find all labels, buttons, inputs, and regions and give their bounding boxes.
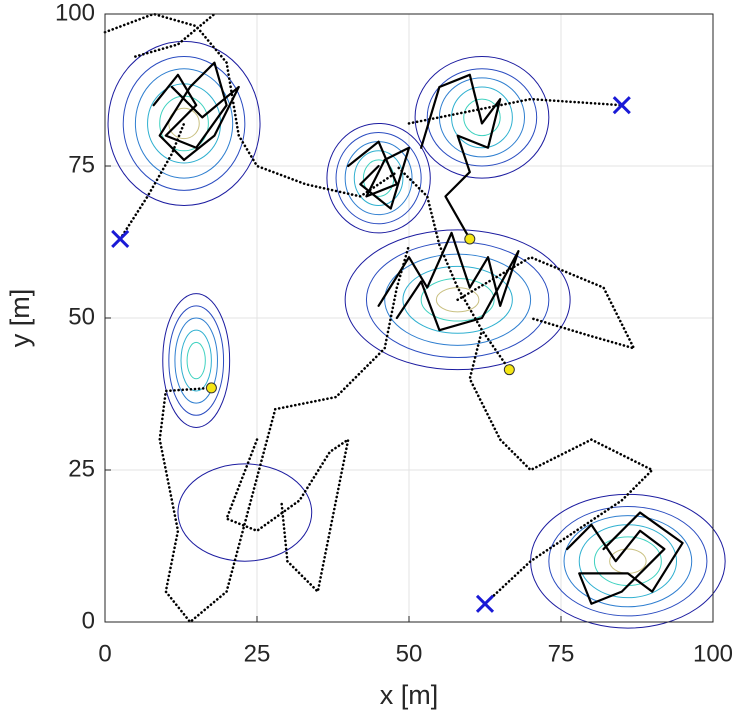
trajectory: [407, 97, 624, 125]
contour: [180, 329, 212, 392]
contour: [168, 305, 225, 416]
y-tick-label: 75: [68, 151, 95, 178]
circle-marker: [503, 364, 515, 376]
y-tick-label: 0: [82, 607, 95, 634]
trajectory: [134, 12, 216, 58]
x-tick-label: 75: [548, 640, 575, 667]
y-axis-label: y [m]: [5, 289, 35, 348]
contour: [177, 463, 313, 562]
x-tick-label: 25: [244, 640, 271, 667]
contour: [414, 56, 550, 179]
x-marker: [475, 594, 495, 613]
trajectory: [565, 511, 684, 605]
contour: [402, 265, 513, 334]
contour: [162, 293, 231, 428]
x-marker: [111, 229, 130, 249]
contour: [134, 68, 234, 179]
trajectory: [468, 328, 654, 606]
contour: [344, 229, 571, 371]
contour: [335, 132, 422, 225]
y-tick-label: 100: [55, 0, 95, 26]
trajectory: [152, 61, 240, 162]
x-tick-label: 50: [396, 640, 423, 667]
trajectory: [395, 164, 511, 371]
circle-marker: [464, 233, 476, 245]
contour: [186, 341, 206, 380]
contour: [122, 56, 246, 191]
contour: [435, 287, 480, 313]
contour: [451, 86, 513, 149]
contour: [353, 150, 404, 207]
contour: [548, 505, 708, 617]
trajectory: [347, 140, 411, 210]
trajectory: [377, 231, 520, 332]
trajectory: [225, 438, 350, 593]
contour: [365, 241, 550, 359]
y-tick-label: 25: [68, 455, 95, 482]
circle-marker: [205, 382, 217, 394]
contour: [174, 317, 218, 404]
contour: [420, 277, 495, 322]
trajectory: [420, 73, 502, 241]
trajectory: [158, 243, 411, 624]
x-axis-label: x [m]: [380, 680, 439, 710]
plot-frame: [104, 13, 714, 623]
contour: [426, 68, 538, 167]
contour: [438, 77, 526, 158]
x-tick-label: 100: [693, 640, 733, 667]
trajectory: [103, 12, 399, 198]
x-tick-label: 0: [98, 640, 111, 667]
trajectory: [456, 255, 636, 350]
y-tick-label: 50: [68, 303, 95, 330]
contour: [463, 98, 501, 137]
trajectory: [118, 122, 186, 241]
contour: [326, 122, 431, 234]
contour: [168, 107, 200, 140]
contour: [107, 40, 261, 207]
contour: [563, 515, 693, 608]
x-marker: [612, 96, 631, 115]
